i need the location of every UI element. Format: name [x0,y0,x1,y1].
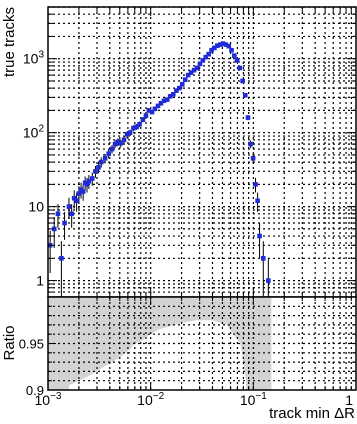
main-plot-area [48,7,356,297]
data-point [257,233,262,239]
data-point [106,151,111,156]
data-point [155,103,161,109]
ratio-y-tick-label: 0.95 [19,337,44,352]
data-point [89,176,95,181]
data-point [127,130,133,135]
data-point [152,106,158,112]
data-point [197,61,203,67]
y-tick-label: 103 [23,50,45,67]
x-tick-label: 10−2 [137,391,164,408]
data-point [158,100,164,106]
data-point [248,141,253,147]
main-plot-panel: 1 10 102 103 true tracks [1,6,357,298]
data-point [137,121,142,127]
data-point [191,67,197,73]
data-point [118,140,123,146]
x-tick-labels: 10−3 10−2 10−1 1 [35,391,354,408]
data-point [229,47,234,53]
data-point [174,88,179,93]
main-grid [48,6,356,298]
data-point [112,141,118,147]
data-point [115,139,121,145]
data-point [266,278,271,283]
data-point [226,43,232,49]
x-tick-label: 1 [345,392,353,408]
data-point [188,70,194,75]
data-point [164,97,170,102]
data-point [237,65,243,71]
data-point [182,77,188,83]
data-point [253,182,258,187]
main-axis-ticks [47,6,357,298]
ratio-y-tick-label: 0.9 [26,383,44,398]
data-point [215,43,220,48]
data-point [203,54,209,60]
data-point [212,45,217,51]
ratio-y-tick-labels: 0.9 0.95 [19,337,44,399]
ratio-y-axis-label: Ratio [1,325,18,360]
data-point [74,198,79,204]
ratio-plot-panel: 0.9 0.95 10−3 10−2 10−1 1 Ratio track min ΔR [1,296,357,422]
data-point [102,156,108,161]
data-point [217,42,223,47]
data-point [98,159,104,165]
data-point [71,195,77,201]
data-point [59,256,64,261]
data-point [51,226,57,232]
data-point [143,113,149,118]
data-point [93,169,98,174]
data-point [121,137,127,143]
data-point [260,256,266,261]
data-point [245,115,251,120]
main-y-tick-labels: 1 10 102 103 [23,50,45,289]
data-point [161,98,167,104]
data-point [84,182,90,187]
data-point [176,85,182,91]
x-axis-label: track min ΔR [269,405,355,422]
y-tick-label: 102 [23,124,45,141]
data-point [66,204,72,209]
main-y-axis-label: true tracks [1,7,18,77]
data-point [170,92,176,97]
data-point [179,82,185,87]
ratio-axis-ticks [47,296,357,391]
data-point [167,94,173,99]
ratio-uncertainty-band [48,297,272,390]
data-point [232,53,237,58]
data-point [96,165,101,170]
data-point [255,198,260,204]
data-point [234,58,240,63]
y-tick-label: 10 [28,199,44,215]
ratio-grid [48,297,356,390]
y-tick-label: 1 [36,273,44,289]
x-tick-label: 10−3 [35,391,62,408]
data-point [185,72,191,78]
data-point [124,132,130,137]
data-point [240,78,245,84]
data-point [62,220,67,226]
data-point [206,51,211,57]
data-point [109,146,115,152]
data-point [140,117,146,122]
data-point [131,125,136,131]
data-point [223,42,229,47]
data-point [86,179,92,184]
data-point [200,58,206,63]
data-point [134,124,139,130]
data-point [194,65,200,71]
data-point [55,211,61,217]
data-point [220,41,226,46]
data-point [149,109,155,115]
data-point [146,108,152,113]
data-point [80,189,86,194]
data-point [209,47,214,53]
data-point [250,156,256,161]
data-point [76,191,82,196]
x-tick-label: 10−1 [240,391,267,408]
data-point [69,211,74,217]
data-point [242,92,248,98]
